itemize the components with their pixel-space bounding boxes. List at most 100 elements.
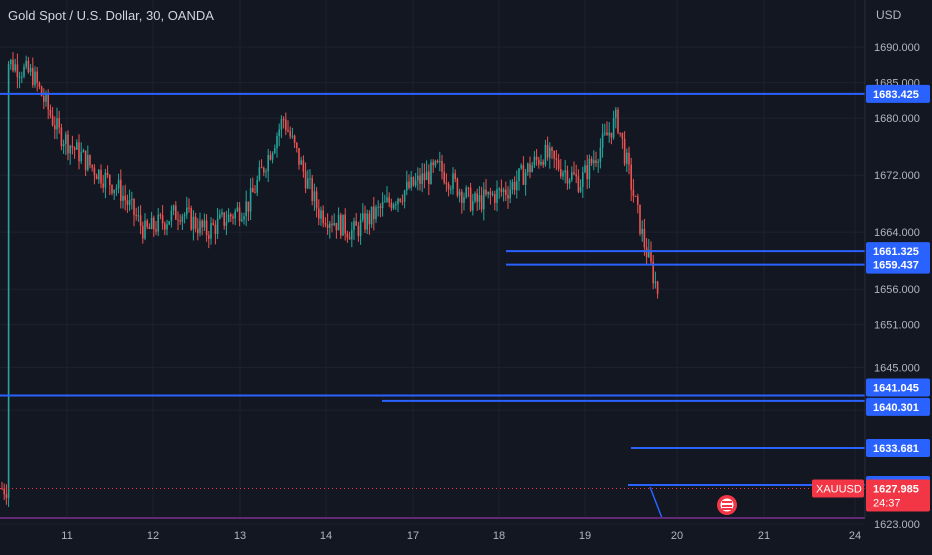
candle-body bbox=[324, 223, 327, 225]
candle-body bbox=[628, 152, 630, 165]
candle-body bbox=[436, 160, 439, 163]
candle-body bbox=[458, 191, 461, 196]
candle-body bbox=[654, 281, 657, 284]
candle-body bbox=[637, 196, 639, 205]
candle-body bbox=[342, 214, 344, 236]
candle-body bbox=[538, 159, 540, 165]
candle-body bbox=[430, 162, 432, 185]
candle-body bbox=[40, 86, 43, 97]
candle-body bbox=[573, 172, 575, 175]
candle-body bbox=[71, 145, 74, 148]
candle-body bbox=[238, 207, 241, 222]
candle-body bbox=[243, 216, 245, 220]
candle-body bbox=[21, 76, 23, 78]
level-price-tag[interactable] bbox=[866, 378, 930, 397]
candle-body bbox=[480, 195, 483, 210]
candle-body bbox=[192, 216, 195, 230]
candle-body bbox=[320, 210, 322, 219]
candle-body bbox=[401, 201, 404, 203]
candle-body bbox=[513, 182, 516, 191]
candle-body bbox=[362, 213, 364, 220]
candle-body bbox=[146, 220, 148, 227]
candle-body bbox=[300, 160, 302, 165]
candle-body bbox=[586, 165, 588, 180]
level-price-tag[interactable] bbox=[866, 397, 930, 416]
candle-body bbox=[265, 171, 267, 173]
time-tick-label: 19 bbox=[579, 530, 591, 542]
candle-body bbox=[212, 223, 214, 225]
candle-body bbox=[190, 208, 192, 230]
candle-body bbox=[133, 199, 135, 216]
candle-body bbox=[582, 172, 584, 188]
candle-body bbox=[588, 158, 591, 180]
candle-body bbox=[364, 213, 366, 230]
candle-body bbox=[153, 217, 155, 230]
candle-body bbox=[23, 66, 25, 77]
candle-body bbox=[276, 135, 278, 149]
candle-body bbox=[469, 187, 472, 211]
candle-body bbox=[606, 132, 608, 136]
candle-body bbox=[210, 223, 212, 239]
candle-body bbox=[540, 161, 542, 165]
candle-body bbox=[232, 216, 234, 219]
candle-body bbox=[186, 207, 188, 215]
candle-body bbox=[144, 220, 146, 239]
candle-body bbox=[410, 177, 412, 188]
candle-body bbox=[203, 220, 206, 228]
candle-body bbox=[509, 189, 511, 199]
candle-body bbox=[84, 150, 87, 170]
drawn-projection-line[interactable] bbox=[649, 486, 663, 519]
candle-body bbox=[553, 150, 555, 159]
candle-body bbox=[280, 119, 283, 130]
candle-body bbox=[412, 177, 415, 186]
candle-body bbox=[388, 197, 390, 203]
candle-body bbox=[496, 189, 498, 203]
candle-body bbox=[546, 144, 549, 158]
candle-body bbox=[126, 200, 129, 205]
candle-body bbox=[62, 144, 65, 147]
candle-body bbox=[49, 109, 52, 116]
level-price-tag[interactable] bbox=[866, 255, 930, 274]
candle-body bbox=[271, 152, 274, 160]
time-tick-label: 24 bbox=[849, 530, 861, 542]
candle-body bbox=[51, 115, 54, 126]
candle-body bbox=[626, 152, 628, 164]
candle-body bbox=[43, 96, 45, 102]
price-tick-label: 1690.000 bbox=[874, 42, 920, 54]
candle-body bbox=[348, 237, 351, 240]
candle-body bbox=[478, 195, 481, 202]
candle-body bbox=[518, 168, 520, 182]
candle-body bbox=[302, 160, 305, 172]
candle-body bbox=[194, 216, 197, 229]
candle-body bbox=[432, 162, 434, 166]
candle-body bbox=[443, 171, 445, 183]
candle-body bbox=[82, 150, 85, 153]
level-price-text: 1659.437 bbox=[873, 260, 919, 272]
currency-label[interactable]: USD bbox=[876, 8, 902, 22]
candle-body bbox=[425, 171, 428, 181]
candle-body bbox=[155, 229, 157, 232]
candle-body bbox=[159, 214, 162, 216]
candle-body bbox=[274, 148, 276, 153]
candle-body bbox=[428, 171, 430, 185]
time-tick-label: 11 bbox=[61, 530, 72, 542]
candle-body bbox=[106, 172, 109, 176]
candle-body bbox=[208, 235, 210, 239]
candle-body bbox=[216, 218, 219, 234]
candle-body bbox=[375, 207, 377, 220]
candle-body bbox=[632, 189, 635, 196]
candle-body bbox=[12, 59, 14, 71]
candle-body bbox=[102, 183, 104, 188]
candle-body bbox=[258, 167, 261, 180]
level-price-tag[interactable] bbox=[866, 438, 930, 457]
candle-body bbox=[456, 178, 459, 196]
candle-body bbox=[201, 220, 203, 228]
candle-body bbox=[120, 179, 122, 201]
candle-body bbox=[135, 215, 137, 217]
candle-body bbox=[597, 161, 599, 163]
level-price-tag[interactable] bbox=[866, 84, 930, 103]
candle-body bbox=[344, 214, 346, 234]
candle-body bbox=[423, 173, 426, 181]
